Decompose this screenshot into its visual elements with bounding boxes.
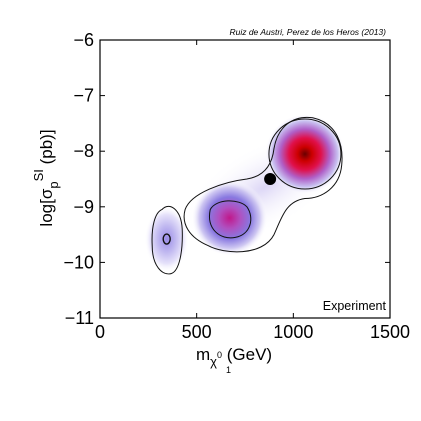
contour-outer-main (183, 116, 343, 253)
x-axis-title: mχ0 (GeV) 1 (196, 345, 272, 375)
svg-text:log[σpSI (pb)]: log[σpSI (pb)] (31, 129, 61, 226)
y-tick-label: −8 (73, 141, 94, 161)
plot-frame (99, 39, 391, 319)
y-tick-label: −7 (73, 86, 94, 106)
y-tick-label: −6 (73, 30, 94, 50)
y-tick-label: −11 (65, 308, 94, 328)
y-axis-title-sup: SI (31, 169, 46, 181)
y-tick-label: −9 (73, 197, 94, 217)
x-axis-title-sub: χ (210, 354, 217, 369)
x-axis-title-base: m (196, 345, 210, 364)
y-axis-title-suffix: (pb)] (37, 129, 56, 169)
contour-outer-left (151, 205, 183, 275)
chart-title: Ruiz de Austri, Perez de los Heros (2013… (229, 27, 386, 37)
y-axis-title-sub: p (46, 181, 61, 188)
y-axis-title-prefix: log[σ (37, 188, 56, 226)
x-tick-label: 1500 (370, 322, 410, 342)
density-region (191, 179, 268, 256)
x-axis-title-sub-sup: 0 (217, 350, 222, 360)
x-axis-title-sub-sub: 1 (226, 365, 231, 375)
y-axis-title: log[σpSI (pb)] (31, 129, 61, 226)
contour-inner-mid (209, 200, 252, 239)
y-axis: −11 −10 −9 −8 −7 −6 (63, 30, 390, 328)
x-tick-label: 1000 (273, 322, 313, 342)
markers (264, 173, 277, 185)
x-axis-title-unit: (GeV) (222, 345, 272, 364)
density-region (264, 113, 345, 194)
svg-text:mχ0 (GeV): mχ0 (GeV) (196, 345, 272, 369)
confidence-contours (151, 116, 343, 275)
y-tick-label: −10 (63, 252, 94, 272)
density-region (144, 206, 189, 273)
x-tick-label: 500 (182, 322, 212, 342)
x-axis: 0 500 1000 1500 (95, 40, 410, 342)
posterior-density (144, 113, 348, 273)
x-tick-label: 0 (95, 322, 105, 342)
contour-inner-main (268, 118, 342, 190)
experiment-annotation: Experiment (323, 299, 387, 313)
best-fit-point (264, 173, 277, 185)
contour-inner-left (162, 233, 171, 245)
